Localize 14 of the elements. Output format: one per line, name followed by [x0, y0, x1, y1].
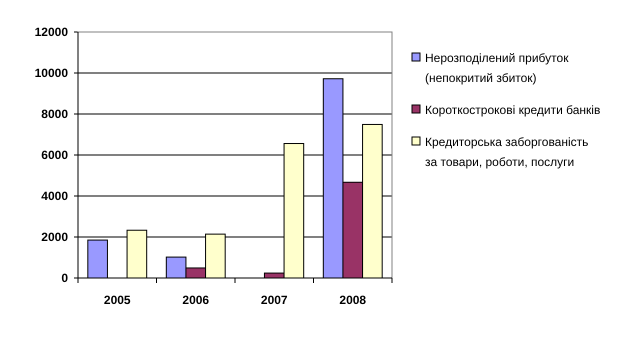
y-tick-label: 0 — [61, 271, 68, 286]
y-tick-label: 2000 — [41, 230, 68, 244]
x-tick-label: 2008 — [339, 293, 366, 307]
legend-label: Кредиторська заборгованість за товари, роботи, послуги — [425, 135, 588, 169]
y-tick-label: 6000 — [41, 148, 68, 162]
y-tick-label: 12000 — [34, 25, 68, 40]
legend-label: Нерозподілений прибуток (непокритий збиток) — [425, 51, 570, 85]
x-tick-label: 2007 — [260, 293, 288, 307]
x-tick-label: 2006 — [182, 293, 210, 307]
y-tick-label: 8000 — [41, 107, 68, 122]
y-tick-label: 4000 — [41, 189, 68, 204]
x-tick-label: 2005 — [104, 293, 131, 307]
y-tick-label: 10000 — [34, 66, 68, 80]
legend-label: Короткострокові кредити банків — [425, 103, 600, 117]
